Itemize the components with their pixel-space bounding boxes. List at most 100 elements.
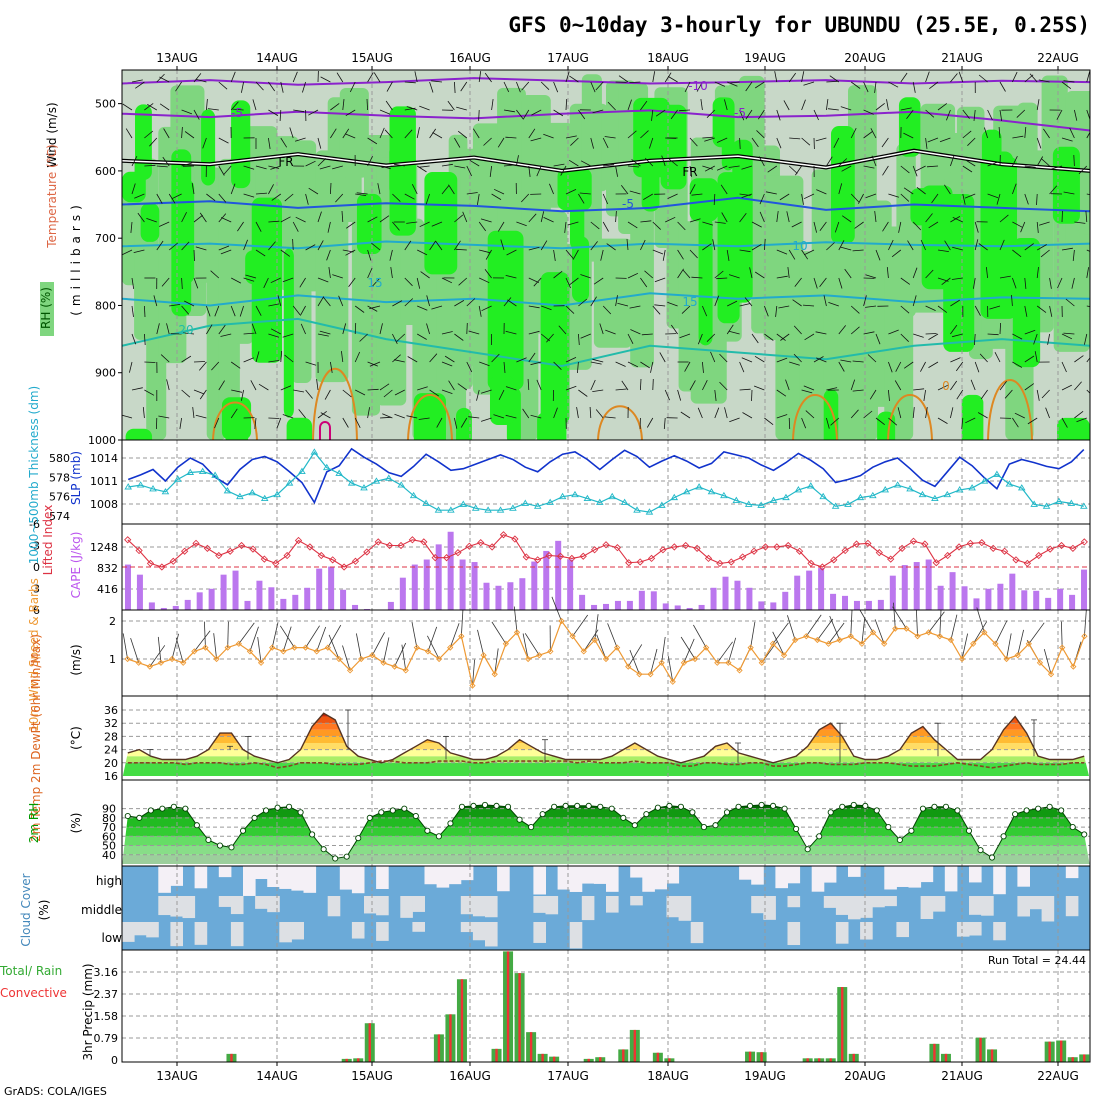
- wind-barb: [505, 275, 517, 279]
- cloud-cell: [134, 922, 147, 936]
- wind-barb: [1024, 305, 1028, 317]
- wind-barb: [850, 193, 860, 203]
- thickness-marker: [1017, 484, 1026, 491]
- cloud-cell: [569, 922, 583, 949]
- wind-barb: [131, 305, 134, 317]
- wind-barb: [379, 416, 392, 419]
- wind-barb: [345, 109, 356, 117]
- wind-barb: [243, 332, 255, 335]
- wind-barb: [282, 414, 294, 419]
- li-marker: [647, 554, 656, 563]
- wind-barb: [268, 220, 280, 223]
- wind-speed-marker: [369, 652, 376, 659]
- wind-barb: [578, 298, 588, 307]
- wind-barb: [661, 155, 666, 167]
- cape-bar: [268, 587, 275, 610]
- temp-band: [122, 749, 1090, 757]
- wind-barb: [944, 240, 951, 251]
- wind-barb: [595, 409, 604, 419]
- wind-barb-10m: [460, 610, 464, 637]
- cape-bar: [925, 559, 932, 610]
- wind-barb: [390, 267, 393, 279]
- wind-speed-marker: [569, 633, 576, 640]
- cloud-cell: [327, 896, 341, 917]
- cloud-cell: [848, 896, 861, 920]
- pressure-tick-label: 900: [95, 367, 116, 380]
- wind-barb: [195, 246, 207, 251]
- rh-high-cell: [140, 203, 160, 242]
- wind-barb: [651, 109, 654, 121]
- wind-barb: [678, 109, 691, 112]
- chart-title: GFS 0~10day 3-hourly for UBUNDU (25.5E, …: [508, 13, 1090, 37]
- cloud-cell: [920, 866, 934, 883]
- wind-barb: [970, 379, 976, 391]
- rh-tick-label: 50: [102, 840, 116, 853]
- wind-barb: [1024, 126, 1027, 139]
- cloud-cell: [122, 922, 135, 942]
- wind-barb: [1038, 221, 1050, 226]
- wind-barb: [801, 389, 813, 394]
- wind-barb: [753, 385, 765, 391]
- wind-barb: [977, 412, 988, 419]
- wind-barb: [125, 128, 133, 139]
- wind-barb: [631, 159, 641, 167]
- wind-barb: [659, 352, 666, 363]
- wind-barb: [320, 412, 331, 419]
- precip-conv-bar: [587, 1058, 590, 1062]
- rh-marker: [919, 805, 926, 812]
- cape-bar: [591, 604, 598, 610]
- wind-barb: [218, 193, 227, 203]
- wind-barb: [156, 193, 163, 204]
- wind-barb: [1045, 407, 1050, 419]
- wind-barb: [776, 211, 779, 223]
- rh-marker: [343, 853, 350, 860]
- wind-speed-marker: [814, 636, 821, 644]
- cape-bar: [459, 559, 466, 610]
- precip-tick-label: 1.58: [94, 1010, 119, 1023]
- wind-barb: [925, 305, 936, 311]
- wind-barb: [779, 193, 790, 201]
- rh-marker: [666, 802, 673, 809]
- wind-barb-10m: [939, 610, 942, 637]
- wind-barb: [1086, 389, 1090, 394]
- wind-barb: [578, 109, 586, 120]
- slp-tick-label: 1011: [90, 475, 118, 488]
- wind-barb: [950, 407, 954, 419]
- wind-speed-marker: [669, 678, 676, 685]
- wind-barb: [191, 183, 195, 195]
- wind-barb: [429, 353, 438, 363]
- wind-barb: [166, 379, 170, 391]
- precip-conv-bar: [599, 1057, 602, 1062]
- wind-barb: [159, 103, 170, 111]
- wind-barb: [793, 325, 802, 335]
- temp-tick-label: 28: [104, 730, 118, 743]
- wind-barb: [220, 333, 232, 337]
- wind-barb: [662, 249, 666, 261]
- wind-barb: [980, 389, 988, 400]
- rh-marker: [954, 807, 961, 814]
- wind-speed-line: [127, 619, 1085, 688]
- rh-marker: [562, 802, 569, 809]
- cloud-cell: [218, 866, 232, 878]
- wind-barb: [913, 333, 924, 338]
- cloud-cell: [932, 896, 946, 912]
- wind-barb: [646, 417, 654, 428]
- rh-high-cell: [487, 230, 524, 391]
- wind-barb: [823, 295, 827, 307]
- li-marker: [124, 536, 132, 544]
- wind-barb: [404, 298, 414, 307]
- thickness-marker: [856, 493, 865, 501]
- wind-barb: [627, 333, 634, 344]
- p6-rh-label: 2m RH: [27, 803, 41, 844]
- wind-barb: [324, 389, 331, 400]
- wind-barb: [903, 361, 914, 369]
- wind-barb: [243, 357, 254, 363]
- wind-speed-marker: [246, 648, 254, 655]
- wind-barb: [393, 359, 405, 363]
- wind-barb: [882, 165, 889, 176]
- wind-barb: [404, 129, 413, 139]
- wind-barb: [277, 295, 282, 307]
- thickness-marker: [459, 500, 468, 507]
- cape-bar: [387, 601, 394, 610]
